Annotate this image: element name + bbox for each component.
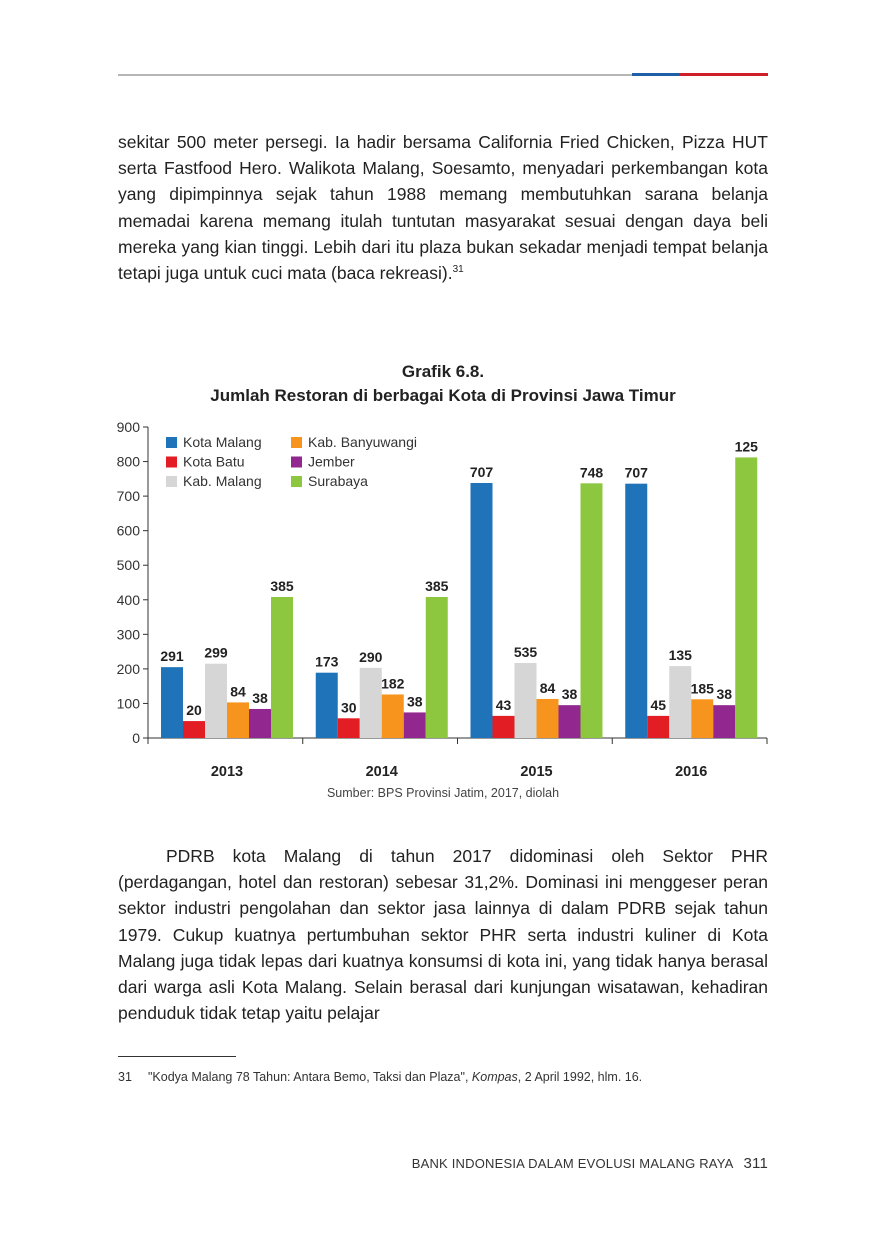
bar-data-label: 185 bbox=[691, 680, 715, 696]
bar-data-label: 38 bbox=[252, 690, 268, 706]
bar-data-label: 299 bbox=[204, 645, 228, 661]
footnote-divider bbox=[118, 1056, 236, 1057]
figure-number: Grafik 6.8. bbox=[401, 362, 485, 381]
y-tick-label: 500 bbox=[117, 557, 141, 573]
bar bbox=[580, 483, 603, 738]
footnote-text-after: , 2 April 1992, hlm. 16. bbox=[517, 1070, 643, 1084]
bar-data-label: 385 bbox=[270, 578, 294, 594]
bar bbox=[359, 667, 382, 738]
bar bbox=[470, 482, 493, 738]
legend-label: Kab. Malang bbox=[183, 473, 262, 489]
x-category-label: 2015 bbox=[520, 764, 552, 780]
bar bbox=[161, 667, 183, 738]
bar bbox=[514, 663, 537, 738]
bar-data-label: 84 bbox=[230, 683, 246, 699]
bar-data-label: 535 bbox=[514, 644, 538, 660]
y-tick-label: 800 bbox=[117, 454, 141, 470]
bar bbox=[403, 712, 426, 738]
x-category-label: 2013 bbox=[211, 764, 243, 780]
legend-swatch bbox=[291, 437, 302, 448]
bar bbox=[337, 718, 360, 738]
bar bbox=[492, 715, 515, 738]
header-rule-blue bbox=[632, 73, 680, 76]
bar bbox=[713, 705, 736, 738]
legend-swatch bbox=[166, 437, 177, 448]
bar-data-label: 173 bbox=[315, 654, 339, 670]
x-category-label: 2016 bbox=[675, 764, 707, 780]
bar-data-label: 38 bbox=[716, 686, 732, 702]
bar bbox=[315, 672, 338, 738]
bar-chart: 0 100 200 300 400 500 600 700 800 900 2013 2014 2015… bbox=[117, 419, 768, 780]
bar-data-label: 38 bbox=[562, 686, 578, 702]
bar-data-label: 20 bbox=[186, 702, 202, 718]
legend-label: Kota Batu bbox=[183, 454, 245, 470]
bar-data-label: 45 bbox=[650, 697, 666, 713]
page-footer: BANK INDONESIA DALAM EVOLUSI MALANG RAYA… bbox=[412, 1155, 768, 1172]
bar-data-label: 43 bbox=[496, 697, 512, 713]
y-tick-label: 600 bbox=[117, 523, 141, 539]
bar bbox=[558, 705, 581, 738]
legend-label: Kota Malang bbox=[183, 434, 262, 450]
body-paragraph-1: sekitar 500 meter persegi. Ia hadir bers… bbox=[118, 129, 768, 286]
body-paragraph-1-text: sekitar 500 meter persegi. Ia hadir bers… bbox=[118, 132, 768, 284]
header-rule-grey bbox=[118, 74, 632, 76]
page-number: 311 bbox=[743, 1155, 768, 1172]
bar-data-label: 290 bbox=[359, 649, 383, 665]
bar bbox=[536, 698, 559, 738]
header-rule bbox=[118, 73, 768, 76]
bar-data-label: 30 bbox=[341, 699, 357, 715]
x-category-label: 2014 bbox=[366, 764, 398, 780]
legend-swatch bbox=[166, 456, 177, 468]
y-tick-label: 300 bbox=[117, 626, 141, 642]
bar-data-label: 182 bbox=[381, 675, 405, 691]
bar bbox=[669, 666, 692, 738]
bar-data-label: 707 bbox=[470, 464, 494, 480]
legend-swatch bbox=[291, 456, 302, 468]
footnote-text-before: "Kodya Malang 78 Tahun: Antara Bemo, Tak… bbox=[148, 1070, 472, 1084]
y-tick-label: 100 bbox=[117, 695, 141, 711]
bar bbox=[381, 694, 404, 738]
footnote-publication: Kompas bbox=[471, 1070, 518, 1084]
bar bbox=[205, 663, 227, 738]
body-paragraph-2: PDRB kota Malang di tahun 2017 didominas… bbox=[118, 846, 768, 1024]
bar-data-label: 135 bbox=[669, 647, 693, 663]
footnote-reference[interactable]: 31 bbox=[452, 264, 464, 276]
bar-data-label: 748 bbox=[580, 464, 604, 480]
bar-data-label: 84 bbox=[540, 680, 556, 696]
y-tick-label: 0 bbox=[132, 730, 140, 746]
figure-title: Jumlah Restoran di berbagai Kota di Prov… bbox=[210, 386, 676, 405]
bar bbox=[647, 715, 670, 738]
legend-swatch bbox=[291, 476, 302, 487]
bar-data-label: 38 bbox=[407, 693, 423, 709]
bar bbox=[183, 721, 205, 738]
bar-data-label: 125 bbox=[735, 438, 759, 454]
bar bbox=[691, 699, 714, 738]
bar bbox=[227, 702, 249, 738]
figure-source: Sumber: BPS Provinsi Jatim, 2017, diolah bbox=[326, 786, 560, 800]
footnote-number: 31 bbox=[118, 1070, 132, 1084]
bar bbox=[735, 457, 758, 738]
bar bbox=[625, 483, 648, 738]
bar bbox=[425, 597, 448, 738]
header-rule-red bbox=[680, 73, 768, 76]
legend-label: Jember bbox=[308, 454, 355, 470]
bar-data-label: 385 bbox=[425, 578, 449, 594]
legend-swatch bbox=[166, 476, 177, 487]
bar-data-label: 707 bbox=[625, 465, 649, 481]
bar-data-label: 291 bbox=[160, 648, 184, 664]
footer-book-title: BANK INDONESIA DALAM EVOLUSI MALANG RAYA bbox=[411, 1156, 734, 1171]
y-tick-label: 900 bbox=[117, 419, 141, 435]
legend-label: Surabaya bbox=[308, 473, 368, 489]
legend-label: Kab. Banyuwangi bbox=[308, 434, 417, 450]
y-tick-label: 400 bbox=[117, 592, 141, 608]
bar bbox=[271, 597, 293, 738]
footnote: 31 "Kodya Malang 78 Tahun: Antara Bemo, T… bbox=[118, 1070, 642, 1084]
bar bbox=[249, 708, 271, 738]
y-tick-label: 700 bbox=[117, 488, 141, 504]
y-tick-label: 200 bbox=[117, 661, 141, 677]
